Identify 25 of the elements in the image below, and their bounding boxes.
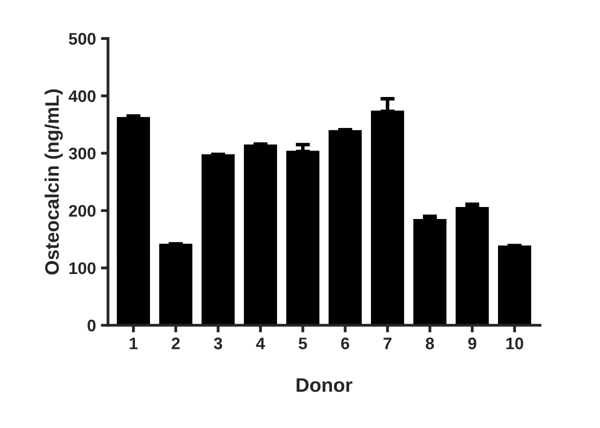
- y-axis-title: Osteocalcin (ng/mL): [44, 89, 63, 275]
- bar: [244, 144, 278, 326]
- y-tick-label: 0: [88, 320, 96, 332]
- y-tick-label: 400: [68, 90, 96, 102]
- x-tick-label: 2: [172, 338, 180, 350]
- x-tick-label: 6: [341, 338, 350, 350]
- x-tick-label: 5: [298, 338, 307, 350]
- bar: [202, 154, 235, 326]
- x-tick-label: 9: [468, 338, 476, 350]
- y-tick-label: 100: [69, 262, 96, 274]
- bar: [116, 116, 150, 326]
- y-tick-label: 500: [68, 32, 96, 45]
- x-tick-label: 4: [256, 338, 266, 350]
- bar: [328, 130, 362, 326]
- x-tick-label: 8: [426, 338, 434, 350]
- x-tick-label: 7: [384, 338, 392, 350]
- x-axis-title: Donor: [296, 378, 352, 392]
- bar: [286, 150, 320, 326]
- x-tick-label: 10: [506, 338, 524, 350]
- x-tick-label: 3: [214, 338, 222, 350]
- x-tick-label: 1: [130, 338, 138, 350]
- bar: [498, 245, 532, 326]
- y-tick-label: 300: [68, 148, 96, 160]
- y-tick-label: 200: [68, 204, 96, 217]
- bar: [159, 244, 192, 326]
